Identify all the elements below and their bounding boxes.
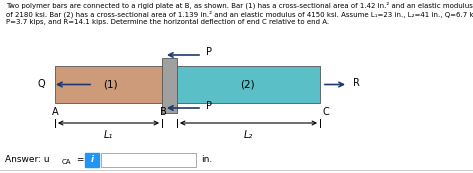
Text: P: P: [206, 101, 212, 111]
Bar: [55, 66, 165, 103]
Text: L₂: L₂: [244, 130, 253, 140]
Text: (1): (1): [103, 80, 117, 89]
Text: B: B: [159, 107, 166, 117]
Text: A: A: [52, 107, 58, 117]
Text: CA: CA: [62, 159, 71, 165]
Text: L₁: L₁: [104, 130, 113, 140]
Bar: [85, 153, 99, 167]
Bar: [101, 153, 196, 167]
Text: in.: in.: [201, 156, 212, 165]
Bar: [175, 66, 320, 103]
Text: Q: Q: [37, 79, 45, 89]
Bar: [162, 58, 177, 113]
Text: P: P: [206, 47, 212, 57]
Text: R: R: [352, 79, 359, 89]
Text: =: =: [74, 156, 84, 165]
Text: (2): (2): [240, 80, 255, 89]
Text: i: i: [90, 156, 94, 165]
Text: Two polymer bars are connected to a rigid plate at B, as shown. Bar (1) has a cr: Two polymer bars are connected to a rigi…: [6, 2, 473, 25]
Text: C: C: [322, 107, 329, 117]
Text: Answer: u: Answer: u: [5, 156, 50, 165]
